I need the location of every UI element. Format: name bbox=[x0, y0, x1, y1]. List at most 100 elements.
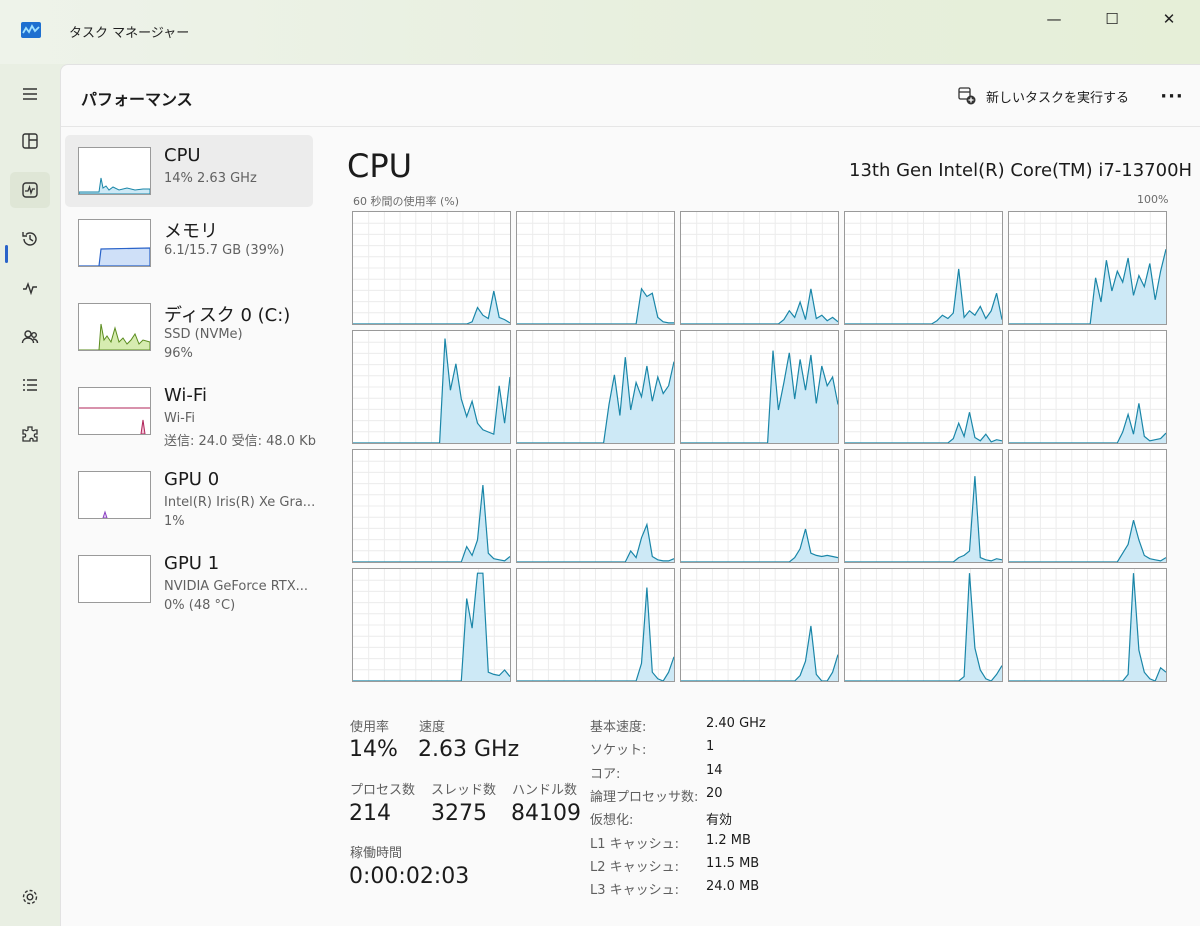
performance-icon[interactable] bbox=[10, 172, 50, 208]
cpu-heading: CPU bbox=[347, 147, 413, 185]
logical-processor-graph bbox=[352, 449, 511, 563]
page-title: パフォーマンス bbox=[81, 90, 193, 109]
usage-line bbox=[517, 287, 674, 324]
window-title: タスク マネージャー bbox=[69, 26, 190, 41]
logical-processor-graph bbox=[844, 449, 1003, 563]
logical-processor-svg bbox=[681, 331, 838, 443]
logical-processor-svg bbox=[517, 569, 674, 681]
memory-thumbnail bbox=[78, 219, 151, 267]
sidebar-item-cpu[interactable]: CPU 14% 2.63 GHz bbox=[65, 135, 313, 207]
logical-processor-graph bbox=[680, 330, 839, 444]
active-indicator bbox=[5, 245, 8, 263]
logical-processor-graph bbox=[516, 568, 675, 682]
maximize-button[interactable]: ☐ bbox=[1105, 10, 1119, 28]
logical-processor-svg bbox=[1009, 569, 1166, 681]
sidebar-item-memory[interactable]: メモリ 6.1/15.7 GB (39%) bbox=[65, 207, 313, 279]
spec-key: 論理プロセッサ数: bbox=[590, 789, 699, 805]
sidebar-item-gpu0[interactable]: GPU 0 Intel(R) Iris(R) Xe Gra... 1% bbox=[65, 459, 316, 531]
sidebar-title-memory: メモリ bbox=[164, 221, 218, 242]
spec-value: 24.0 MB bbox=[706, 879, 760, 895]
sidebar-sub-wifi-throughput: 送信: 24.0 受信: 48.0 Kb bbox=[164, 434, 316, 449]
usage-line bbox=[681, 528, 838, 562]
run-new-task-button[interactable]: 新しいタスクを実行する bbox=[957, 83, 1129, 109]
usage-area bbox=[353, 338, 510, 443]
sidebar-sub-gpu0-usage: 1% bbox=[164, 514, 185, 529]
logical-processor-svg bbox=[517, 450, 674, 562]
sidebar-item-wifi[interactable]: Wi-Fi Wi-Fi 送信: 24.0 受信: 48.0 Kb bbox=[65, 375, 316, 449]
usage-area bbox=[1009, 520, 1166, 562]
logical-processor-graph bbox=[516, 330, 675, 444]
logical-processor-svg bbox=[353, 331, 510, 443]
gpu0-thumbnail bbox=[78, 471, 151, 519]
sidebar-item-disk[interactable]: ディスク 0 (C:) SSD (NVMe) 96% bbox=[65, 291, 313, 363]
wifi-thumbnail bbox=[78, 387, 151, 435]
usage-value: 14% bbox=[349, 737, 398, 762]
page-header: パフォーマンス 新しいタスクを実行する ··· bbox=[61, 65, 1200, 127]
graph-axis-max: 100% bbox=[1137, 193, 1169, 206]
spec-key: 基本速度: bbox=[590, 720, 647, 735]
spec-key: コア: bbox=[590, 766, 621, 782]
spec-value: 11.5 MB bbox=[706, 855, 760, 871]
disk-thumbnail bbox=[78, 303, 151, 351]
users-icon[interactable] bbox=[10, 319, 50, 355]
usage-area bbox=[681, 288, 838, 324]
logical-processor-svg bbox=[681, 212, 838, 324]
cpu-thumbnail bbox=[78, 147, 151, 195]
logical-processor-svg bbox=[1009, 212, 1166, 324]
speed-value: 2.63 GHz bbox=[418, 737, 520, 762]
usage-line bbox=[681, 625, 838, 681]
logical-processor-graphs bbox=[352, 211, 1168, 683]
close-button[interactable]: ✕ bbox=[1162, 10, 1176, 28]
usage-line bbox=[353, 338, 510, 443]
spec-key: L2 キャッシュ: bbox=[590, 859, 680, 875]
usage-area bbox=[353, 573, 510, 681]
usage-line bbox=[517, 587, 674, 681]
usage-line bbox=[353, 572, 510, 681]
details-icon[interactable] bbox=[10, 367, 50, 403]
logical-processor-svg bbox=[353, 212, 510, 324]
handles-label: ハンドル数 bbox=[512, 783, 578, 798]
sidebar-title-wifi: Wi-Fi bbox=[164, 385, 207, 406]
logical-processor-svg bbox=[845, 450, 1002, 562]
sidebar-title-gpu1: GPU 1 bbox=[164, 553, 220, 574]
speed-label: 速度 bbox=[419, 720, 446, 735]
sidebar-item-gpu1[interactable]: GPU 1 NVIDIA GeForce RTX... 0% (48 °C) bbox=[65, 543, 313, 615]
logical-processor-graph bbox=[680, 211, 839, 325]
logical-processor-graph bbox=[1008, 211, 1167, 325]
task-manager-app-icon bbox=[21, 22, 41, 38]
navigation-rail bbox=[0, 64, 60, 926]
settings-icon[interactable] bbox=[10, 879, 50, 915]
sidebar-sub-wifi-name: Wi-Fi bbox=[164, 411, 196, 426]
sidebar-sub-cpu: 14% 2.63 GHz bbox=[164, 171, 257, 186]
sidebar-sub-disk-type: SSD (NVMe) bbox=[164, 327, 243, 342]
more-options-button[interactable]: ··· bbox=[1160, 85, 1184, 107]
usage-line bbox=[1009, 249, 1166, 324]
usage-line bbox=[353, 484, 510, 562]
threads-value: 3275 bbox=[431, 801, 487, 826]
processes-icon[interactable] bbox=[10, 123, 50, 159]
startup-apps-icon[interactable] bbox=[10, 270, 50, 306]
graph-axis-label: 60 秒間の使用率 (%) bbox=[353, 195, 460, 208]
usage-line bbox=[845, 412, 1002, 443]
sidebar-sub-memory: 6.1/15.7 GB (39%) bbox=[164, 243, 285, 258]
usage-line bbox=[517, 357, 674, 443]
sidebar-sub-gpu1-usage: 0% (48 °C) bbox=[164, 598, 236, 613]
usage-area bbox=[517, 288, 674, 324]
minimize-button[interactable]: — bbox=[1046, 10, 1062, 28]
usage-area bbox=[845, 573, 1002, 681]
spec-key: L1 キャッシュ: bbox=[590, 836, 680, 852]
usage-line bbox=[1009, 573, 1166, 681]
usage-area bbox=[517, 524, 674, 562]
services-icon[interactable] bbox=[10, 416, 50, 452]
sidebar-sub-gpu0-name: Intel(R) Iris(R) Xe Gra... bbox=[164, 495, 316, 510]
logical-processor-svg bbox=[845, 331, 1002, 443]
app-history-icon[interactable] bbox=[10, 221, 50, 257]
run-new-task-label: 新しいタスクを実行する bbox=[986, 90, 1130, 106]
spec-value: 1.2 MB bbox=[706, 832, 751, 848]
processes-value: 214 bbox=[349, 801, 391, 826]
hamburger-icon[interactable] bbox=[10, 76, 50, 112]
usage-line bbox=[681, 350, 838, 443]
spec-value: 1 bbox=[706, 739, 715, 755]
logical-processor-graph bbox=[1008, 449, 1167, 563]
usage-area bbox=[1009, 573, 1166, 681]
